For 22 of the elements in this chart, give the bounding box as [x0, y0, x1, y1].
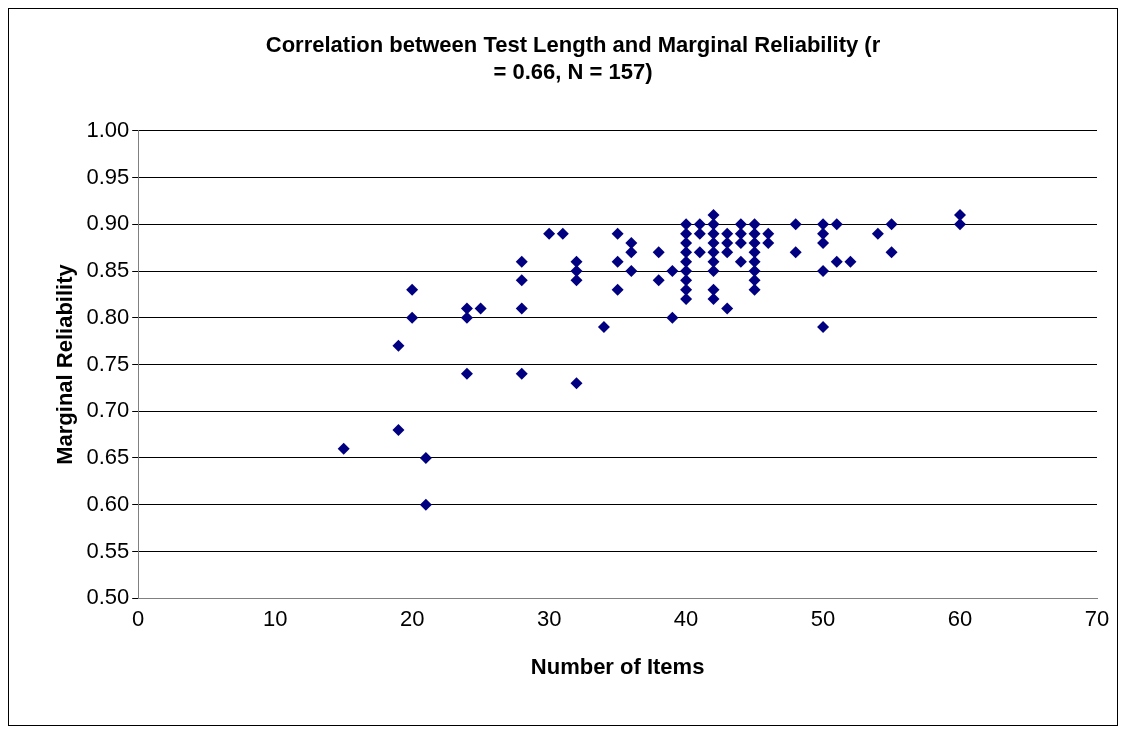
- x-tick-label: 20: [399, 606, 425, 632]
- chart-title: Correlation between Test Length and Marginal Reliability (r = 0.66, N = 157): [265, 32, 881, 84]
- x-tick-label: 70: [1084, 606, 1110, 632]
- y-tick-label: 0.95: [86, 163, 130, 189]
- y-tick-label: 0.55: [86, 537, 130, 563]
- y-tick-label: 0.65: [86, 444, 130, 470]
- x-tick-label: 50: [810, 606, 836, 632]
- x-tick-label: 30: [536, 606, 562, 632]
- x-tick-label: 60: [947, 606, 973, 632]
- y-tick-label: 0.60: [86, 490, 130, 516]
- y-tick-label: 0.90: [86, 210, 130, 236]
- y-tick-label: 0.50: [86, 584, 130, 610]
- y-axis-title: Marginal Reliability: [52, 263, 78, 465]
- y-tick-label: 0.85: [86, 257, 130, 283]
- x-tick-label: 40: [673, 606, 699, 632]
- y-tick-label: 0.70: [86, 397, 130, 423]
- y-tick-label: 0.80: [86, 303, 130, 329]
- x-tick-label: 0: [132, 606, 145, 632]
- y-tick-label: 0.75: [86, 350, 130, 376]
- x-axis-title: Number of Items: [530, 653, 705, 679]
- y-tick-label: 1.00: [86, 116, 130, 142]
- x-tick-label: 10: [262, 606, 288, 632]
